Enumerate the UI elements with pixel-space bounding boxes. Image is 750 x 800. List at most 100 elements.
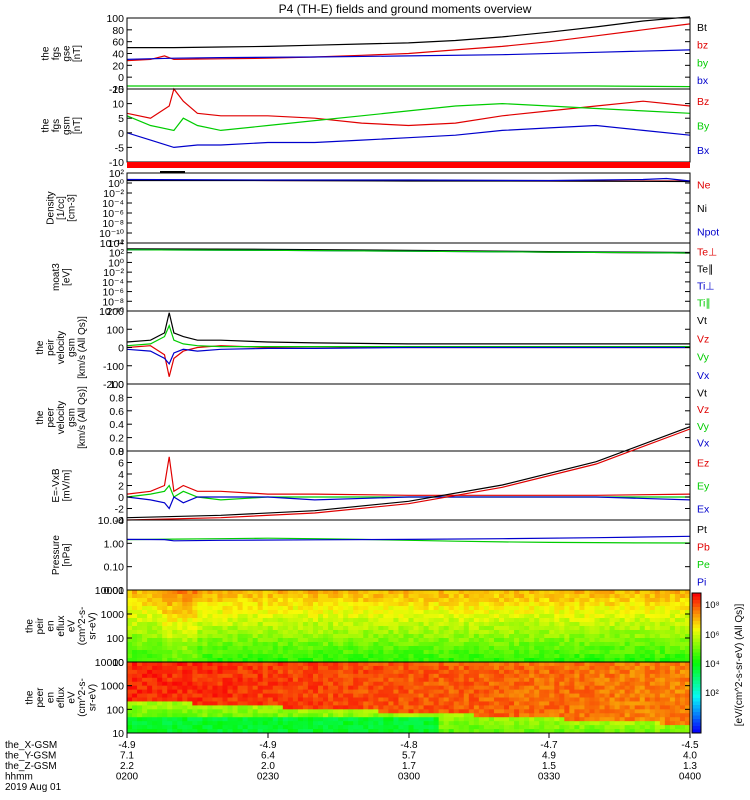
colorbar-tick-label: 10² — [705, 688, 719, 699]
y-tick-label: -100 — [103, 361, 124, 373]
y-tick-label: 10⁻¹⁰ — [99, 228, 125, 240]
colorbar-cell — [692, 642, 701, 646]
legend-entry-Pt: Pt — [697, 524, 707, 536]
legend-entry-Bt: Bt — [697, 22, 707, 34]
colorbar-cell — [692, 729, 701, 734]
y-axis-label: eV — [67, 620, 78, 633]
legend-entry-Bz: Bz — [697, 96, 709, 108]
y-tick-label: 2 — [118, 481, 124, 493]
y-tick-label: 0 — [118, 492, 124, 504]
y-tick-label: 200 — [106, 306, 124, 318]
y-tick-label: 15 — [112, 84, 124, 96]
legend-entry-Vx: Vx — [697, 438, 710, 450]
x-axis-layer: the_X-GSM -4.9 -4.9 -4.8 -4.7 -4.5 the_Y-GSM 7.… — [5, 733, 702, 793]
colorbar-cell — [692, 659, 701, 664]
y-axis-label: [cm-3] — [67, 194, 78, 222]
y-tick-label: 10² — [109, 168, 125, 180]
colorbar-cell — [692, 610, 701, 615]
y-tick-label: 1.0 — [109, 379, 124, 391]
series-line-vy — [126, 323, 690, 348]
panel-peir_en_eflux: 10000 1000 100 10 the peir en eflux eV (cm^2-s-sr… — [25, 585, 691, 669]
y-axis-label: Pressure — [51, 535, 62, 575]
legend-entry-Vy: Vy — [697, 421, 710, 433]
y-tick-label: -2 — [115, 504, 124, 516]
plot-title: P4 (TH-E) fields and ground moments over… — [279, 2, 532, 16]
y-axis-label: peir — [35, 617, 46, 634]
colorbar-cell — [692, 694, 701, 699]
x-tick-label: 0330 — [538, 772, 561, 783]
y-tick-label: -10 — [109, 157, 124, 169]
colorbar-cell — [692, 684, 701, 688]
panel-frame — [126, 519, 691, 591]
legend-entry-Pe: Pe — [697, 559, 710, 571]
panel-fgs_gsm: 15 10 5 0 -5 -10 the fgs gsm [nT] Bz By Bx — [40, 84, 710, 169]
y-tick-label: 10⁻¹⁰ — [99, 306, 125, 318]
y-tick-label: 20 — [112, 60, 124, 72]
colorbar-tick-label: 10⁴ — [705, 659, 720, 670]
colorbar-cell — [692, 614, 701, 618]
y-tick-label: 0.6 — [109, 406, 124, 418]
y-axis-label: eflux — [56, 615, 67, 636]
colorbar-cell — [692, 603, 701, 608]
y-axis-label: fgs — [51, 47, 62, 60]
colorbar-cell — [692, 687, 701, 692]
x-tick-label: 0200 — [116, 772, 139, 783]
y-tick-label: 10 — [112, 99, 124, 111]
colorbar-cell — [692, 645, 701, 650]
x-tick-label: 2.2 — [120, 761, 134, 772]
series-line-bt — [127, 16, 691, 49]
y-axis-label: velocity — [56, 331, 67, 364]
series-line-pe — [126, 537, 691, 544]
y-axis-label: (cm^2-s- — [77, 607, 88, 646]
legend-entry-Te∥: Te∥ — [697, 264, 713, 276]
colorbar-cell — [692, 628, 701, 632]
series-line-vt — [126, 312, 690, 345]
legend-entry-Pb: Pb — [697, 541, 710, 553]
y-axis-label: the — [25, 690, 36, 704]
colorbar-cell — [692, 712, 701, 716]
colorbar-cell — [692, 673, 701, 678]
y-axis-label: fgs — [51, 119, 62, 132]
y-axis-label: E=-VxB — [51, 468, 62, 503]
legend-entry-Ez: Ez — [697, 458, 709, 470]
panel-density: 10²10⁰10⁻²10⁻⁴10⁻⁶10⁻⁸10⁻¹⁰10⁻¹²Density[… — [46, 168, 720, 250]
y-axis-label: [mV/m] — [61, 469, 72, 501]
legend-entry-Npot: Npot — [697, 226, 719, 238]
colorbar-cell — [692, 722, 701, 727]
panel-frame — [126, 172, 691, 244]
x-axis-row-label: the_X-GSM — [5, 740, 57, 751]
colorbar-cell — [692, 715, 701, 720]
x-tick-label: -4.9 — [118, 740, 136, 751]
colorbar-cell — [692, 708, 701, 713]
y-tick-label: 10⁻⁴ — [102, 277, 124, 289]
y-tick-label: 8 — [118, 446, 124, 458]
y-axis-label: sr-eV) — [88, 612, 99, 639]
y-tick-label: 1000 — [101, 681, 125, 693]
x-tick-label: 6.4 — [261, 751, 275, 762]
series-line-bx — [126, 124, 691, 149]
colorbar-cell — [692, 680, 701, 685]
y-tick-label: 40 — [112, 49, 124, 61]
y-tick-label: 4 — [118, 469, 124, 481]
y-tick-label: 10 — [112, 657, 124, 669]
y-tick-label: -5 — [115, 142, 124, 154]
y-axis-label: moat3 — [51, 263, 62, 291]
legend-entry-Vy: Vy — [697, 352, 710, 364]
series-line-ti∥ — [126, 249, 691, 254]
y-axis-label: peer — [46, 407, 57, 428]
y-axis-label: [eV] — [61, 268, 72, 286]
x-tick-label: 0400 — [679, 772, 702, 783]
colorbar-cell — [692, 663, 701, 667]
y-tick-label: 10⁴ — [108, 238, 124, 250]
x-tick-label: 1.3 — [683, 761, 697, 772]
series-line-ez — [126, 456, 691, 496]
series-line-ex — [126, 496, 691, 510]
y-axis-label: the — [40, 46, 51, 60]
panel-peir_velocity: 200 100 0 -100 -200 the peir velocity gsm [km/s (… — [35, 306, 710, 391]
y-tick-label: 100 — [106, 704, 124, 716]
legend-entry-Ni: Ni — [697, 203, 707, 215]
y-axis-label: the — [35, 410, 46, 424]
y-tick-label: 10⁻⁴ — [102, 198, 124, 210]
